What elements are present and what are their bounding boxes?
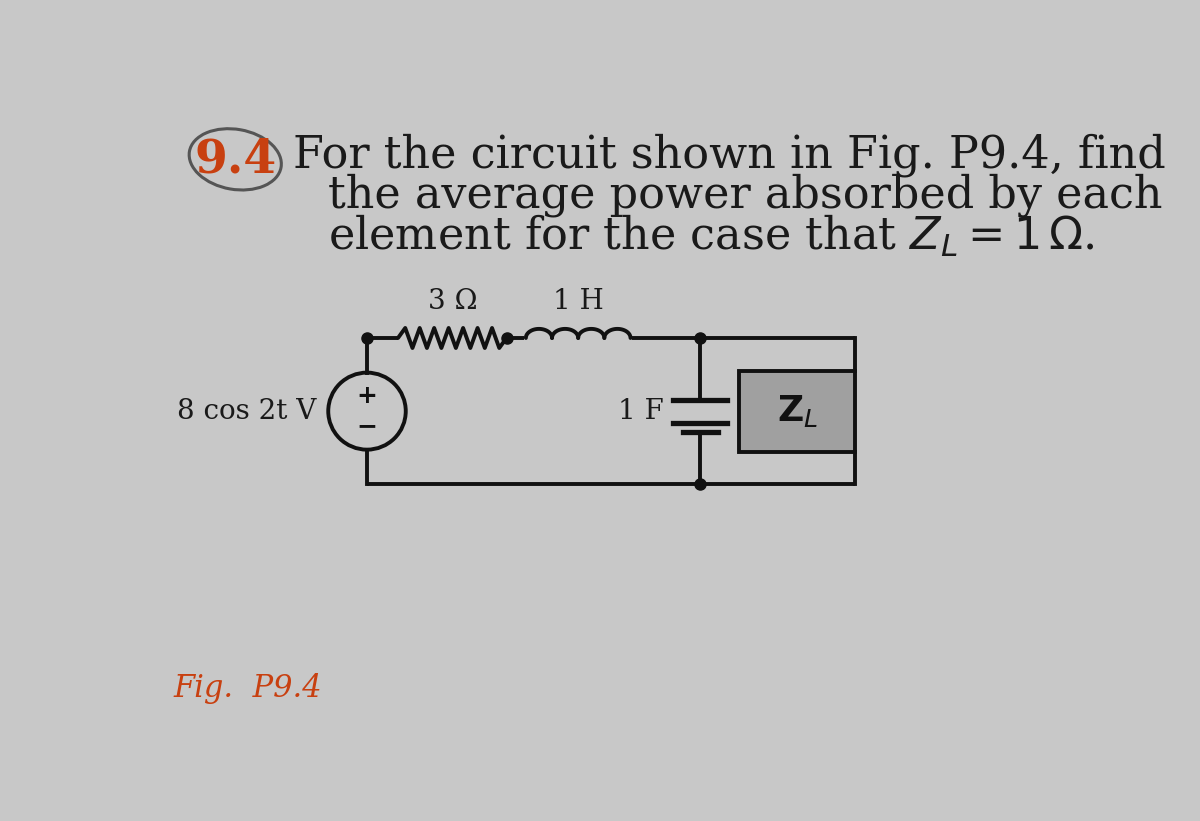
- Text: element for the case that $Z_L = 1\,\Omega$.: element for the case that $Z_L = 1\,\Ome…: [329, 213, 1096, 259]
- Text: Fig.  P9.4: Fig. P9.4: [173, 673, 322, 704]
- Text: For the circuit shown in Fig. P9.4, find: For the circuit shown in Fig. P9.4, find: [293, 133, 1166, 177]
- FancyBboxPatch shape: [739, 371, 856, 452]
- Text: −: −: [356, 415, 378, 438]
- Text: 1 H: 1 H: [553, 288, 604, 315]
- Text: the average power absorbed by each: the average power absorbed by each: [329, 174, 1163, 218]
- Text: +: +: [356, 383, 378, 408]
- Text: 9.4: 9.4: [194, 136, 276, 182]
- Text: 3 Ω: 3 Ω: [427, 288, 478, 315]
- Text: 8 cos 2t V: 8 cos 2t V: [178, 397, 317, 424]
- Text: 1 F: 1 F: [618, 397, 664, 424]
- Text: $\mathbf{Z}_L$: $\mathbf{Z}_L$: [776, 393, 817, 429]
